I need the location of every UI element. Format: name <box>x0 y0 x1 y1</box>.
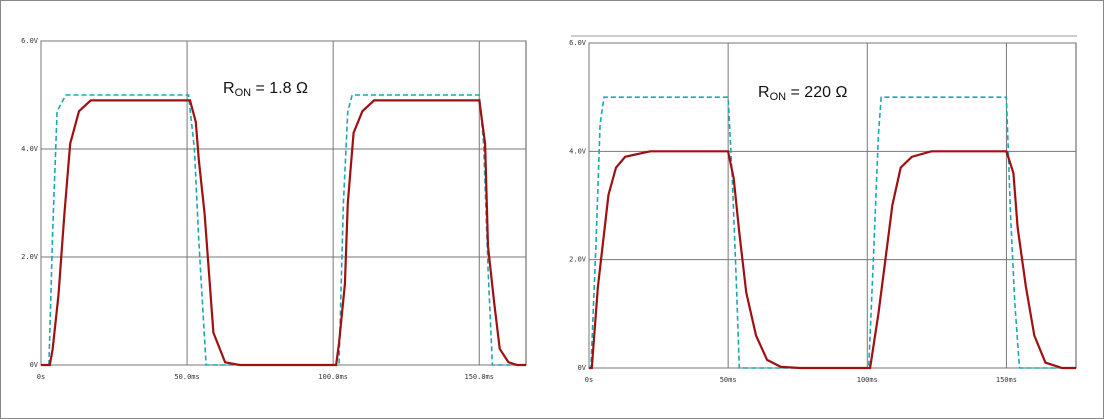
annotation: RON = 220 Ω <box>758 84 847 103</box>
y-tick-label: 2.0V <box>21 253 39 261</box>
x-tick-label: 50ms <box>720 376 737 384</box>
signal-line <box>589 150 1076 370</box>
x-tick-label: 0s <box>585 376 593 384</box>
annotation-rest: = 1.8 Ω <box>251 80 308 97</box>
y-tick-label: 6.0V <box>569 39 587 47</box>
annotation-subscript: ON <box>235 87 252 99</box>
y-tick-label: 4.0V <box>569 147 587 155</box>
y-tick-label: 0V <box>30 361 39 369</box>
annotation-subscript: ON <box>770 91 787 103</box>
x-tick-label: 150ms <box>996 376 1017 384</box>
y-tick-label: 0V <box>578 364 587 372</box>
y-tick-label: 4.0V <box>21 145 39 153</box>
x-tick-label: 0s <box>37 373 45 381</box>
annotation-rest: = 220 Ω <box>786 84 847 101</box>
x-tick-label: 100.0ms <box>318 373 348 381</box>
signal-line <box>41 99 526 367</box>
y-tick-label: 6.0V <box>21 37 39 45</box>
annotation-main: R <box>223 80 235 97</box>
annotation: RON = 1.8 Ω <box>223 80 308 99</box>
x-tick-label: 100ms <box>857 376 878 384</box>
x-tick-label: 150.0ms <box>464 373 494 381</box>
x-tick-label: 50.0ms <box>174 373 199 381</box>
annotation-main: R <box>758 84 770 101</box>
y-tick-label: 2.0V <box>569 256 587 264</box>
